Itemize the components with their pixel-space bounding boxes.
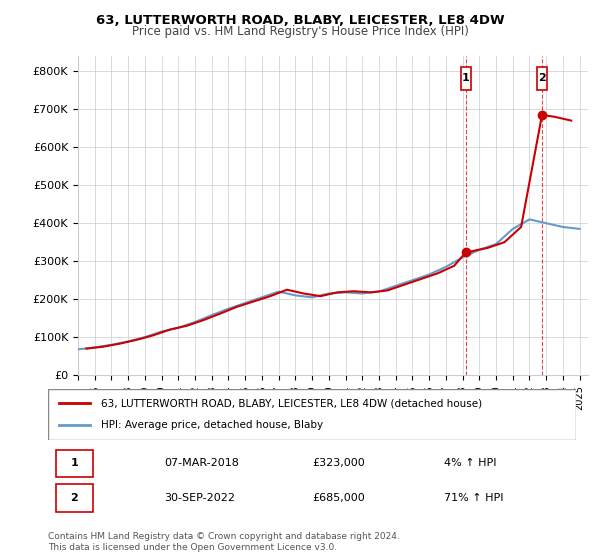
FancyBboxPatch shape: [56, 450, 93, 477]
FancyBboxPatch shape: [56, 484, 93, 512]
Text: 30-SEP-2022: 30-SEP-2022: [164, 493, 235, 503]
Text: 63, LUTTERWORTH ROAD, BLABY, LEICESTER, LE8 4DW (detached house): 63, LUTTERWORTH ROAD, BLABY, LEICESTER, …: [101, 398, 482, 408]
Text: HPI: Average price, detached house, Blaby: HPI: Average price, detached house, Blab…: [101, 421, 323, 431]
Text: 07-MAR-2018: 07-MAR-2018: [164, 459, 239, 468]
Text: 1: 1: [71, 459, 78, 468]
Text: 71% ↑ HPI: 71% ↑ HPI: [444, 493, 503, 503]
Text: £323,000: £323,000: [312, 459, 365, 468]
Text: 63, LUTTERWORTH ROAD, BLABY, LEICESTER, LE8 4DW: 63, LUTTERWORTH ROAD, BLABY, LEICESTER, …: [95, 14, 505, 27]
FancyBboxPatch shape: [48, 389, 576, 440]
Text: £685,000: £685,000: [312, 493, 365, 503]
FancyBboxPatch shape: [537, 67, 547, 90]
Text: Price paid vs. HM Land Registry's House Price Index (HPI): Price paid vs. HM Land Registry's House …: [131, 25, 469, 38]
FancyBboxPatch shape: [461, 67, 470, 90]
Text: 2: 2: [71, 493, 78, 503]
Text: Contains HM Land Registry data © Crown copyright and database right 2024.
This d: Contains HM Land Registry data © Crown c…: [48, 532, 400, 552]
Text: 1: 1: [462, 73, 469, 83]
Text: 2: 2: [538, 73, 546, 83]
Text: 4% ↑ HPI: 4% ↑ HPI: [444, 459, 497, 468]
